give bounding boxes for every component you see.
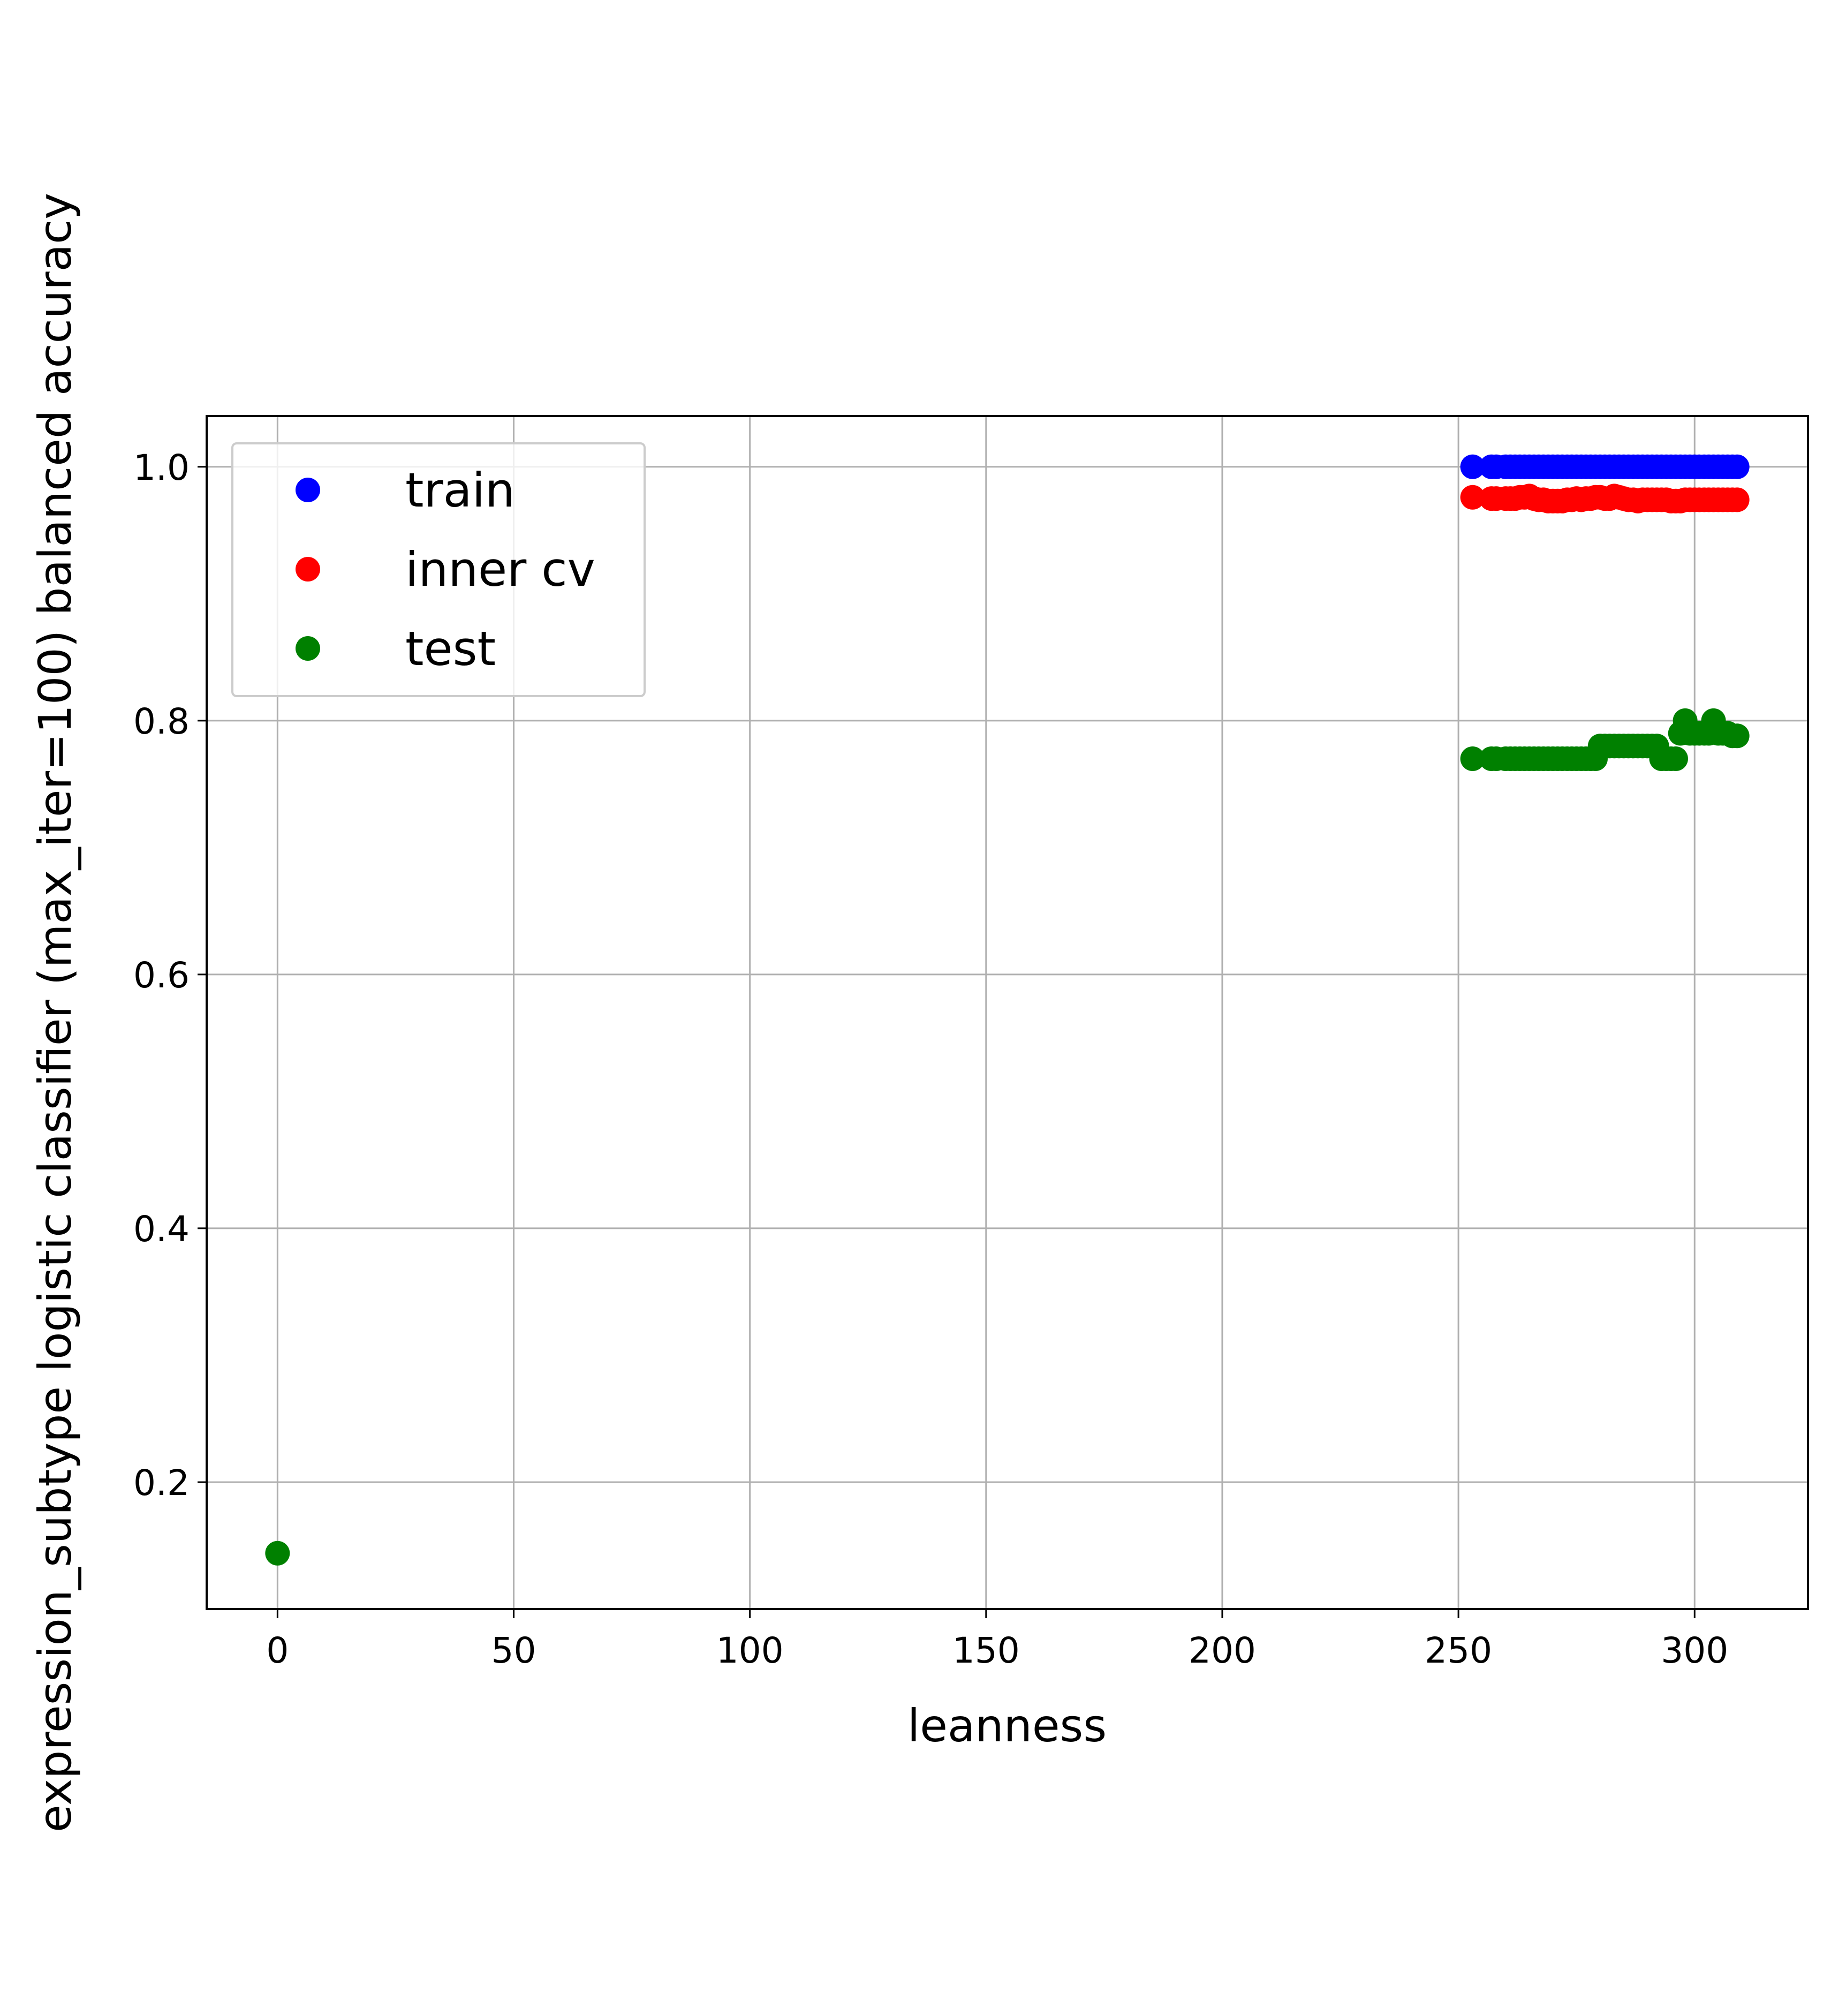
y-axis-ticks: 0.2 0.4 0.6 0.8 1.0 [133,447,207,1504]
data-point [1724,454,1750,479]
legend-label: test [405,621,496,676]
y-tick-label: 0.8 [133,701,190,742]
x-tick-label: 250 [1425,1630,1492,1671]
x-tick-label: 200 [1189,1630,1256,1671]
y-axis-label: expression_subtype logistic classifier (… [29,193,81,1832]
legend: train inner cv test [231,442,646,697]
legend-label: inner cv [405,542,595,597]
x-axis-label: leanness [907,1700,1107,1752]
data-points [265,454,1750,1566]
data-point [1460,454,1485,479]
legend-marker [296,636,320,661]
x-axis-ticks: 0 50 100 150 200 250 300 [266,1609,1728,1671]
y-tick-label: 0.6 [133,955,190,996]
data-point [265,1541,290,1566]
series-train [1460,454,1750,479]
x-tick-label: 100 [716,1630,784,1671]
legend-marker [296,478,320,502]
x-tick-label: 0 [266,1630,289,1671]
legend-item: test [296,621,496,676]
legend-frame [231,442,646,697]
data-point [1460,485,1485,510]
data-point [1724,487,1750,512]
legend-item: train [296,463,515,518]
x-tick-label: 150 [952,1630,1020,1671]
data-point [1663,746,1688,771]
series-test [265,708,1750,1566]
series-inner-cv [1460,484,1750,514]
x-tick-label: 50 [491,1630,536,1671]
legend-marker [296,557,320,582]
y-tick-label: 0.4 [133,1209,190,1250]
plot-area-frame [206,415,1809,1610]
legend-item: inner cv [296,542,595,597]
x-tick-label: 300 [1661,1630,1728,1671]
data-point [1460,746,1485,771]
data-point [1724,723,1750,749]
y-tick-label: 0.2 [133,1462,190,1504]
legend-label: train [405,463,515,518]
y-tick-label: 1.0 [133,447,190,488]
